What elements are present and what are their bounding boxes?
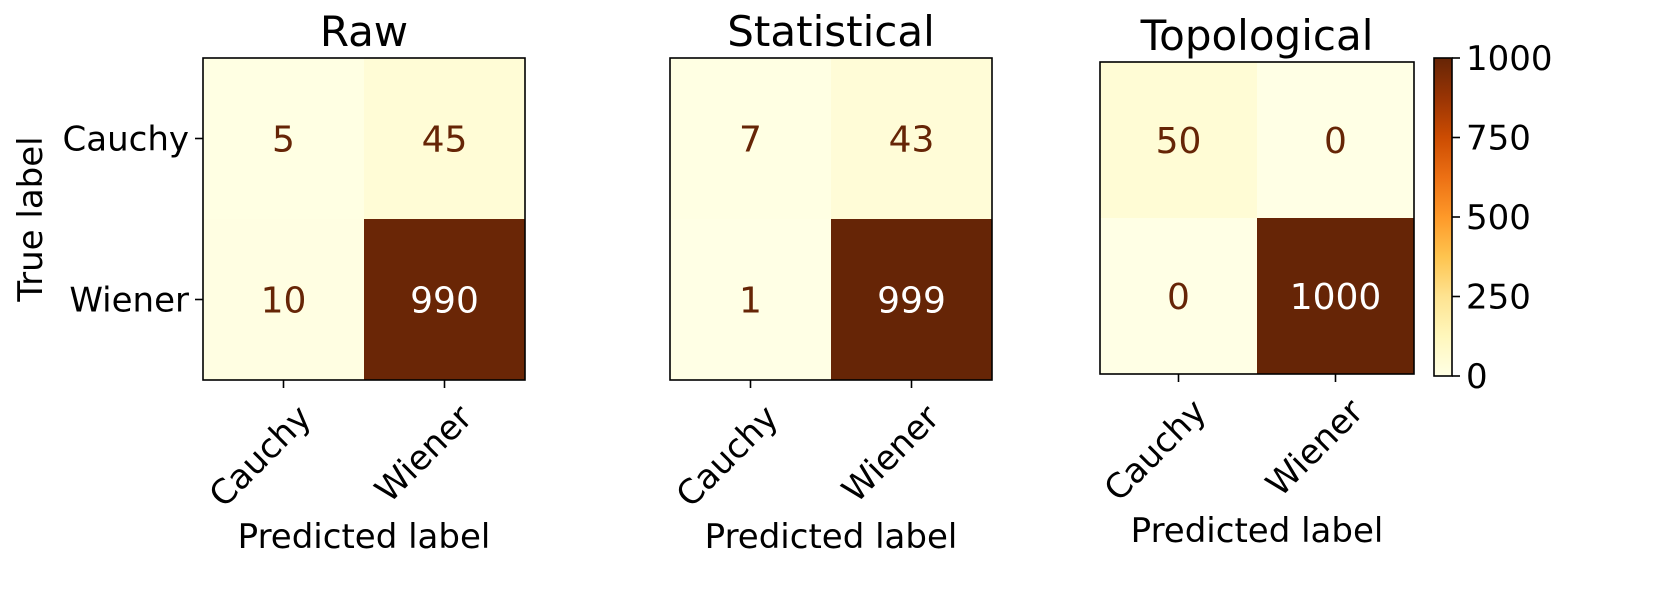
- x-axis-label: Predicted label: [1131, 511, 1384, 551]
- cell-value: 45: [422, 120, 468, 161]
- y-axis-label: True label: [11, 136, 51, 302]
- colorbar-tick-label: 0: [1466, 357, 1488, 397]
- x-tick-label: Cauchy: [669, 398, 787, 516]
- colorbar-tick-label: 500: [1466, 198, 1531, 238]
- heatmap-cell: [364, 219, 526, 381]
- x-tick-label: Wiener: [834, 398, 947, 511]
- x-tick-label: Cauchy: [1097, 392, 1215, 510]
- colorbar: 0 250 500 750 1000: [1433, 39, 1553, 397]
- colorbar-tick-label: 1000: [1466, 39, 1553, 79]
- panel-topological: 50 0 0 1000 Topological Cauchy Wiener Predicted…: [1097, 11, 1415, 551]
- panel-title: Raw: [320, 7, 408, 56]
- x-axis-label: Predicted label: [705, 517, 958, 557]
- heatmap-cell: [670, 219, 832, 381]
- cell-value: 1: [739, 281, 762, 322]
- x-tick-label: Cauchy: [202, 398, 320, 516]
- cell-value: 50: [1156, 121, 1202, 162]
- cell-value: 990: [410, 281, 479, 322]
- heatmap-cell: [203, 219, 365, 381]
- cell-value: 10: [261, 281, 307, 322]
- cell-value: 0: [1167, 277, 1190, 318]
- heatmap-cell: [364, 58, 526, 220]
- heatmap-cell: [1100, 62, 1258, 219]
- heatmap-cell: [203, 58, 365, 220]
- cell-value: 1000: [1290, 277, 1382, 318]
- x-tick-label: Wiener: [1258, 392, 1371, 505]
- cell-value: 43: [889, 120, 935, 161]
- panel-title: Statistical: [727, 7, 935, 56]
- heatmap-cell: [1257, 218, 1415, 375]
- y-tick-label: Cauchy: [63, 120, 190, 160]
- heatmap-cell: [1257, 62, 1415, 219]
- cell-value: 0: [1324, 121, 1347, 162]
- cell-value: 999: [877, 281, 946, 322]
- cell-value: 5: [272, 120, 295, 161]
- colorbar-tick-label: 250: [1466, 278, 1531, 318]
- x-tick-label: Wiener: [367, 398, 480, 511]
- panel-statistical: 7 43 1 999 Statistical Cauchy Wiener Predicted …: [669, 7, 993, 557]
- plot-frame: [1099, 61, 1415, 375]
- panel-title: Topological: [1140, 11, 1374, 60]
- y-tick-label: Wiener: [69, 281, 189, 321]
- heatmap-cell: [831, 219, 993, 381]
- heatmap-cell: [1100, 218, 1258, 375]
- cell-value: 7: [739, 120, 762, 161]
- heatmap-cell: [670, 58, 832, 220]
- plot-frame: [669, 57, 993, 381]
- x-axis-label: Predicted label: [238, 517, 491, 557]
- plot-frame: [202, 57, 526, 381]
- heatmap-cell: [831, 58, 993, 220]
- colorbar-gradient: [1434, 58, 1452, 376]
- colorbar-tick-label: 750: [1466, 119, 1531, 159]
